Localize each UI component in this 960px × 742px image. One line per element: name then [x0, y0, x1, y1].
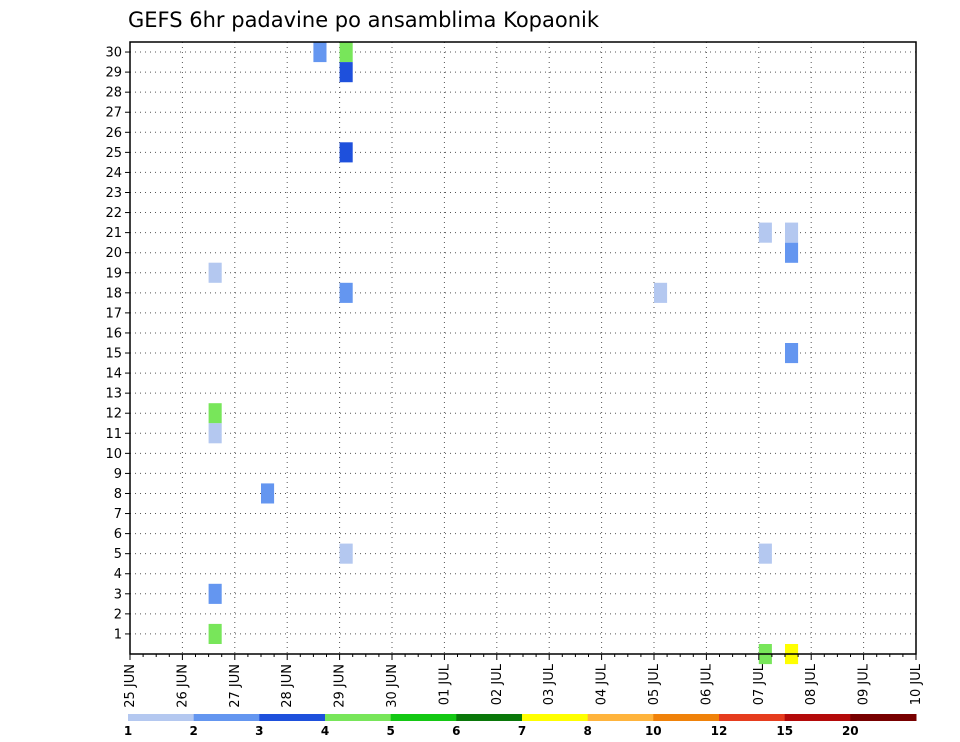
y-tick-label: 29	[105, 66, 122, 81]
colorbar-label: 4	[321, 724, 329, 738]
colorbar-segment	[128, 714, 194, 721]
y-tick-label: 5	[114, 547, 122, 562]
y-tick-label: 23	[105, 186, 122, 201]
heatmap-cell	[261, 483, 274, 503]
y-tick-label: 3	[114, 587, 122, 602]
y-tick-label: 4	[114, 567, 122, 582]
colorbar-segment	[259, 714, 325, 721]
heatmap-cell	[340, 42, 353, 62]
x-tick-label: 08 JUL	[804, 663, 819, 705]
x-tick-label: 25 JUN	[123, 664, 138, 708]
x-tick-label: 06 JUL	[699, 663, 714, 705]
heatmap-cell	[759, 223, 772, 243]
heatmap-cell	[209, 584, 222, 604]
y-tick-label: 8	[114, 487, 122, 502]
y-tick-label: 28	[105, 86, 122, 101]
colorbar-label: 1	[124, 724, 132, 738]
y-tick-label: 26	[105, 126, 122, 141]
colorbar-segment	[588, 714, 654, 721]
colorbar-segment	[850, 714, 916, 721]
x-tick-label: 09 JUL	[857, 663, 872, 705]
y-tick-label: 13	[105, 387, 122, 402]
y-tick-label: 22	[105, 206, 122, 221]
heatmap-cell	[785, 243, 798, 263]
heatmap-cell	[340, 62, 353, 82]
heatmap-cell	[785, 343, 798, 363]
heatmap-cell	[313, 42, 326, 62]
heatmap-cell	[759, 544, 772, 564]
heatmap-cell	[209, 624, 222, 644]
colorbar-label: 8	[584, 724, 592, 738]
x-tick-label: 03 JUL	[542, 663, 557, 705]
y-tick-label: 2	[114, 607, 122, 622]
x-tick-label: 10 JUL	[909, 663, 924, 705]
x-tick-label: 26 JUN	[175, 664, 190, 708]
heatmap-cell	[340, 142, 353, 162]
y-tick-label: 19	[105, 266, 122, 281]
y-tick-label: 12	[105, 407, 122, 422]
y-tick-label: 6	[114, 527, 122, 542]
colorbar-label: 10	[645, 724, 662, 738]
colorbar-label: 6	[452, 724, 460, 738]
y-tick-label: 20	[105, 246, 122, 261]
colorbar-segment	[194, 714, 260, 721]
y-tick-label: 1	[114, 627, 122, 642]
colorbar-label: 5	[387, 724, 395, 738]
colorbar-segment	[325, 714, 391, 721]
colorbar-segment	[522, 714, 588, 721]
colorbar-segment	[456, 714, 522, 721]
x-tick-label: 05 JUL	[647, 663, 662, 705]
y-axis-labels: 1234567891011121314151617181920212223242…	[105, 46, 130, 643]
colorbar: 1 2 3 4 5 6 7 8 10 12 15 20	[124, 714, 917, 738]
x-tick-label: 04 JUL	[595, 663, 610, 705]
heatmap-cell	[209, 263, 222, 283]
colorbar-label: 3	[255, 724, 263, 738]
x-tick-label: 01 JUL	[437, 663, 452, 705]
y-tick-label: 16	[105, 326, 122, 341]
heatmap-cells	[209, 42, 960, 664]
x-tick-label: 02 JUL	[490, 663, 505, 705]
colorbar-label: 15	[776, 724, 793, 738]
x-tick-label: 28 JUN	[280, 664, 295, 708]
x-axis-labels: 25 JUN 26 JUN 27 JUN 28 JUN 29 JUN 30 JUN 01 J…	[123, 654, 924, 708]
colorbar-label: 12	[711, 724, 728, 738]
x-tick-label: 07 JUL	[752, 663, 767, 705]
y-tick-label: 17	[105, 306, 122, 321]
y-tick-label: 27	[105, 106, 122, 121]
y-tick-label: 15	[105, 347, 122, 362]
y-tick-label: 7	[114, 507, 122, 522]
y-tick-label: 14	[105, 367, 122, 382]
colorbar-label: 7	[518, 724, 526, 738]
y-tick-label: 25	[105, 146, 122, 161]
x-tick-label: 29 JUN	[333, 664, 348, 708]
heatmap-cell	[340, 283, 353, 303]
colorbar-segment	[653, 714, 719, 721]
y-tick-label: 21	[105, 226, 122, 241]
y-tick-label: 30	[105, 46, 122, 61]
colorbar-label: 20	[842, 724, 859, 738]
x-tick-label: 30 JUN	[385, 664, 400, 708]
colorbar-segment	[719, 714, 785, 721]
heatmap-cell	[654, 283, 667, 303]
heatmap-cell	[785, 223, 798, 243]
y-tick-label: 9	[114, 467, 122, 482]
heatmap-cell	[209, 403, 222, 423]
y-tick-label: 10	[105, 447, 122, 462]
heatmap-cell	[340, 544, 353, 564]
y-tick-label: 11	[105, 427, 122, 442]
colorbar-label: 2	[190, 724, 198, 738]
heatmap-cell	[209, 423, 222, 443]
colorbar-segment	[391, 714, 457, 721]
y-tick-label: 18	[105, 286, 122, 301]
x-tick-label: 27 JUN	[228, 664, 243, 708]
chart-title: GEFS 6hr padavine po ansamblima Kopaonik	[128, 8, 600, 32]
y-tick-label: 24	[105, 166, 122, 181]
colorbar-segment	[785, 714, 851, 721]
